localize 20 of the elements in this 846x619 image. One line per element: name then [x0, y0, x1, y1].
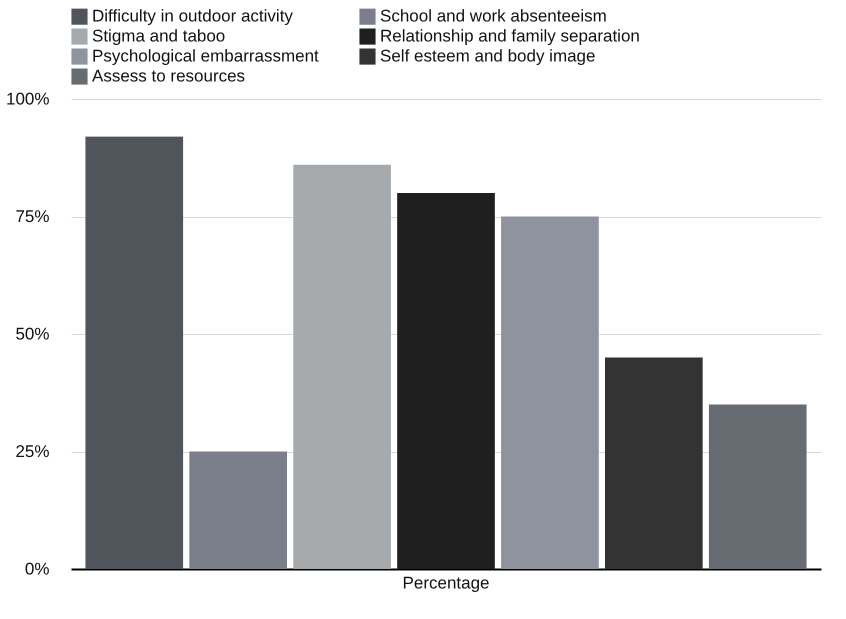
legend-label: Assess to resources — [92, 66, 246, 86]
bar — [85, 136, 184, 569]
legend-label: Self esteem and body image — [380, 46, 596, 66]
bar — [189, 452, 288, 569]
bar — [708, 404, 807, 569]
y-tick-label: 50% — [15, 324, 50, 344]
legend-label: Difficulty in outdoor activity — [92, 6, 294, 26]
y-tick-label: 25% — [15, 442, 50, 461]
legend-label: Stigma and taboo — [92, 26, 226, 46]
y-tick-label: 75% — [15, 207, 50, 226]
legend-label: Psychological embarrassment — [92, 46, 320, 66]
y-tick-label: 100% — [6, 90, 50, 108]
x-tick-label: Percentage — [402, 574, 490, 592]
bar — [501, 216, 599, 569]
bar — [397, 193, 495, 569]
legend-label: Relationship and family separation — [380, 26, 640, 46]
bar — [293, 164, 391, 569]
bar — [604, 358, 703, 569]
y-tick-label: 0% — [24, 560, 50, 578]
legend-label: School and work absenteeism — [380, 6, 607, 26]
